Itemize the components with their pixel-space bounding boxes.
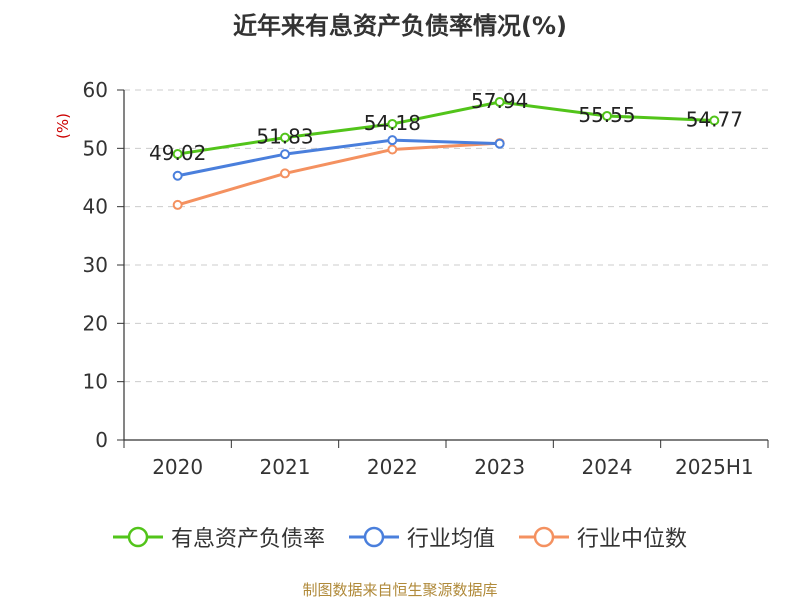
data-point [387,144,398,155]
legend-item-2[interactable]: 行业中位数 [519,521,687,553]
x-tick-label: 2022 [367,455,418,479]
y-tick-label: 20 [83,311,108,335]
x-tick-label: 2024 [582,455,633,479]
data-point [387,118,398,129]
data-point [602,110,612,121]
legend: 有息资产负债率 行业均值 行业中位数 [0,520,800,554]
legend-label: 行业均值 [406,527,495,552]
x-tick-label: 2025H1 [675,455,754,479]
data-point [280,168,290,179]
y-tick-label: 10 [83,370,108,394]
y-tick-label: 60 [83,78,108,102]
y-tick-label: 40 [83,195,108,219]
y-tick-label: 0 [95,428,108,452]
data-point [172,149,183,160]
chart-title: 近年来有息资产负债率情况(%) [233,12,567,40]
legend-line-icon [112,526,163,548]
data-point [172,199,183,210]
data-point [494,97,505,108]
data-point [494,138,505,149]
legend-label: 行业中位数 [577,527,688,552]
y-tick-label: 30 [83,253,108,277]
legend-line-icon [519,526,569,548]
data-point [387,135,398,146]
data-label: 54.77 [686,108,743,132]
y-tick-label: 50 [83,136,108,160]
series-line-2 [177,141,500,207]
data-label: 54.18 [364,111,421,135]
x-tick-label: 2021 [260,455,311,479]
legend-item-1[interactable]: 行业均值 [348,521,495,553]
chart-plot: 0 10 20 30 40 50 60 (%) 2020 2021 2022 2023 2024 2025… [54,78,769,479]
data-label: 57.94 [471,89,528,113]
data-label: 51.83 [256,125,313,149]
data-point [709,115,720,126]
legend-item-0[interactable]: 有息资产负债率 [112,521,325,553]
y-axis-label: (%) [54,113,72,139]
data-point [172,170,183,181]
data-point [280,149,290,160]
x-tick-label: 2023 [474,455,525,479]
legend-line-icon [348,526,399,548]
data-label: 49.02 [149,141,206,165]
x-tick-label: 2020 [152,455,203,479]
source-note: 制图数据来自恒生聚源数据库 [302,581,498,599]
data-label: 55.55 [578,103,635,127]
series-line-1 [177,138,500,178]
series-line-0 [177,100,715,156]
data-point [280,132,290,143]
legend-label: 有息资产负债率 [170,527,325,552]
